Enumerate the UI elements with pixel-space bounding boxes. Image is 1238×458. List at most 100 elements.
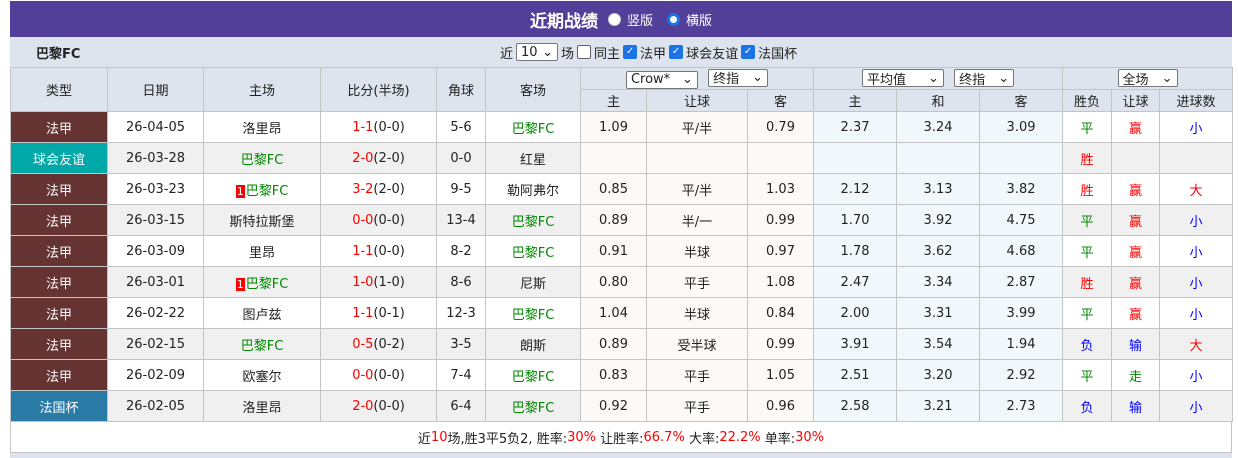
home-team-name: 欧塞尔 — [242, 369, 282, 385]
radio-vertical[interactable] — [607, 12, 621, 26]
match-table: 类型 日期 主场 比分(半场) 角球 客场 Crow* ⌄ 终指 ⌄ 平均值 ⌄ 终指… — [10, 67, 1234, 422]
corners: 5-6 — [436, 111, 486, 143]
table-row[interactable]: 球会友谊 26-03-28 巴黎FC 2-0(2-0) 0-0 红星胜 — [10, 142, 1234, 174]
table-row[interactable]: 法甲 26-03-15 斯特拉斯堡 0-0(0-0) 13-4 巴黎FC 0.89 半/一 0.… — [10, 204, 1234, 236]
checkbox-friendly[interactable]: ✓ — [669, 45, 684, 59]
period-select[interactable]: 全场 ⌄ — [1117, 69, 1178, 88]
table-row[interactable]: 法甲 26-04-05 洛里昂 1-1(0-0) 5-6 巴黎FC 1.09 平/半 0.79 2… — [10, 111, 1234, 143]
ah-home-odds: 1.09 — [580, 111, 647, 143]
full-score: 0-0 — [352, 212, 374, 228]
col-corner: 角球 — [436, 67, 486, 112]
result-wdl: 平 — [1062, 359, 1113, 391]
summary-text: 大率: — [684, 431, 720, 447]
checkbox-same-home[interactable] — [577, 45, 592, 59]
table-row[interactable]: 法甲 26-02-22 图卢兹 1-1(0-1) 12-3 巴黎FC 1.04 半球 0.84 2… — [10, 297, 1234, 329]
table-row[interactable]: 法甲 26-02-09 欧塞尔 0-0(0-0) 7-4 巴黎FC 0.83 平手 1.05 2.… — [10, 359, 1234, 391]
col-goals-result: 进球数 — [1159, 89, 1234, 112]
result-handicap — [1111, 142, 1161, 174]
home-team: 里昂 — [203, 235, 321, 267]
away-team: 巴黎FC — [485, 204, 581, 236]
eu-selectors: 平均值 ⌄ 终指 ⌄ — [813, 67, 1064, 90]
table-row[interactable]: 法甲 26-03-01 1 巴黎FC 1-0(1-0) 8-6 尼斯 0.80 平手 1.08 2.… — [10, 266, 1234, 298]
ah-line: 平手 — [646, 390, 748, 422]
ah-line: 平/半 — [646, 111, 748, 143]
result-handicap: 赢 — [1111, 297, 1161, 329]
ah-home-odds: 0.85 — [580, 173, 647, 205]
home-team-name: 图卢兹 — [242, 307, 282, 323]
ah-away-odds: 0.84 — [746, 297, 815, 329]
ah-away-odds: 0.99 — [746, 204, 815, 236]
eu-home-odds: 1.70 — [813, 204, 898, 236]
eu-away-odds: 2.87 — [979, 266, 1064, 298]
eu-company-select[interactable]: 平均值 ⌄ — [861, 69, 944, 88]
home-team-name: 巴黎FC — [240, 338, 284, 354]
count-select[interactable]: 10 ⌄ — [516, 43, 559, 61]
table-row[interactable]: 法甲 26-02-15 巴黎FC 0-5(0-2) 3-5 朗斯 0.89 受半球 0.99 3.… — [10, 328, 1234, 360]
ah-line: 半球 — [646, 297, 748, 329]
eu-mode-select[interactable]: 终指 ⌄ — [954, 69, 1015, 88]
result-goals: 小 — [1159, 204, 1234, 236]
table-row[interactable]: 法国杯 26-02-05 洛里昂 2-0(0-0) 6-4 巴黎FC 0.92 平手 0.96 2… — [10, 390, 1234, 422]
eu-draw-odds: 3.92 — [896, 204, 981, 236]
corners: 6-4 — [436, 390, 486, 422]
match-date: 26-03-23 — [107, 173, 204, 205]
result-wdl: 平 — [1062, 235, 1113, 267]
half-score: (0-0) — [373, 119, 405, 135]
result-handicap: 赢 — [1111, 235, 1161, 267]
score: 0-5(0-2) — [320, 328, 437, 360]
ah-home-odds — [580, 142, 647, 174]
score: 1-1(0-0) — [320, 111, 437, 143]
radio-horizontal-label[interactable]: 横版 — [686, 13, 713, 29]
away-team-name: 尼斯 — [519, 276, 546, 292]
match-type: 法甲 — [10, 328, 108, 360]
table-row[interactable]: 法甲 26-03-23 1 巴黎FC 3-2(2-0) 9-5 勒阿弗尔 0.85 平/半 1.0… — [10, 173, 1234, 205]
result-wdl: 平 — [1062, 297, 1113, 329]
home-team: 巴黎FC — [203, 328, 321, 360]
over-rate: 22.2% — [719, 429, 761, 445]
eu-away-odds: 3.82 — [979, 173, 1064, 205]
away-team-name: 巴黎FC — [511, 121, 555, 137]
home-team-name: 里昂 — [248, 245, 275, 261]
away-team-name: 巴黎FC — [511, 307, 555, 323]
ah-home-odds: 0.91 — [580, 235, 647, 267]
score: 0-0(0-0) — [320, 359, 437, 391]
summary-text: 场,胜3平5负2, 胜率: — [447, 431, 568, 447]
full-score: 0-0 — [352, 367, 374, 383]
away-team-name: 红星 — [519, 152, 546, 168]
table-row[interactable]: 法甲 26-03-09 里昂 1-1(0-0) 8-2 巴黎FC 0.91 半球 0.97 1.7… — [10, 235, 1234, 267]
home-team-name: 洛里昂 — [242, 400, 282, 416]
ah-mode-select[interactable]: 终指 ⌄ — [708, 68, 769, 87]
away-team: 尼斯 — [485, 266, 581, 298]
result-goals: 小 — [1159, 297, 1234, 329]
checkbox-label: 法国杯 — [758, 46, 798, 62]
checkbox-cup[interactable]: ✓ — [741, 45, 756, 59]
result-handicap: 赢 — [1111, 173, 1161, 205]
ah-line: 半/一 — [646, 204, 748, 236]
corners: 7-4 — [436, 359, 486, 391]
result-handicap: 输 — [1111, 390, 1161, 422]
radio-vertical-label[interactable]: 竖版 — [626, 13, 653, 29]
eu-home-odds: 3.91 — [813, 328, 898, 360]
match-date: 26-02-09 — [107, 359, 204, 391]
checkbox-ligue1[interactable]: ✓ — [623, 45, 638, 59]
period-value: 全场 — [1122, 72, 1149, 88]
match-type: 法甲 — [10, 173, 108, 205]
eu-draw-odds: 3.62 — [896, 235, 981, 267]
result-handicap: 赢 — [1111, 111, 1161, 143]
half-score: (1-0) — [373, 274, 405, 290]
filter-bar: 巴黎FC 近 10 ⌄ 场 同主 ✓ 法甲 ✓ 球会友谊 ✓ 法国杯 — [10, 37, 1232, 67]
ah-away-odds: 1.03 — [746, 173, 815, 205]
corners: 8-2 — [436, 235, 486, 267]
radio-horizontal[interactable] — [667, 12, 680, 26]
away-team: 巴黎FC — [485, 359, 581, 391]
half-score: (2-0) — [373, 150, 405, 166]
result-goals: 大 — [1159, 173, 1234, 205]
ah-company-select[interactable]: Crow* ⌄ — [625, 70, 698, 89]
col-score: 比分(半场) — [320, 67, 437, 112]
summary-text: 单率: — [760, 431, 796, 447]
match-type: 法甲 — [10, 297, 108, 329]
ah-away-odds: 1.05 — [746, 359, 815, 391]
ah-mode-value: 终指 — [713, 72, 740, 87]
half-score: (0-0) — [373, 243, 405, 259]
away-team-name: 勒阿弗尔 — [506, 183, 559, 199]
